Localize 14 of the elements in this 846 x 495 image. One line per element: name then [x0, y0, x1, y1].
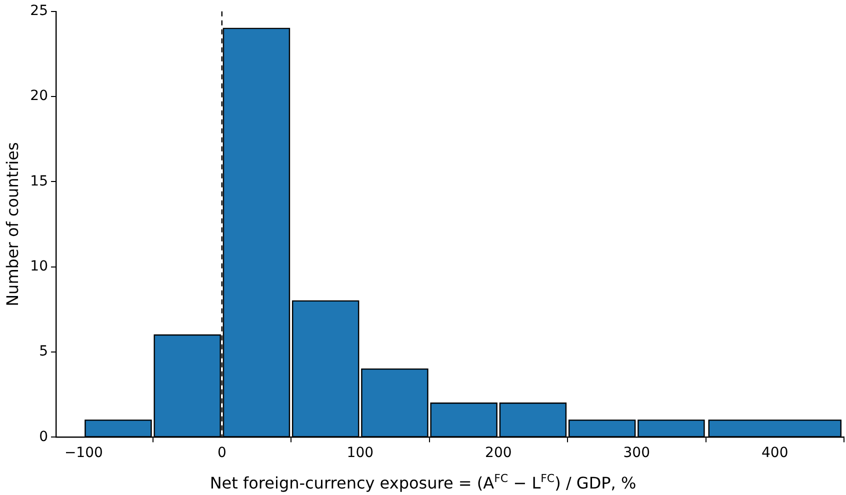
x-tick-label: 400: [762, 445, 788, 462]
y-tick-label: 20: [30, 88, 48, 104]
x-axis-title: Net foreign-currency exposure = (A$^{FC}$ − L$^{FC}$) / GDP, %: [208, 472, 638, 492]
x-tick-label: 300: [623, 445, 650, 462]
x-tick-label: −100: [64, 445, 103, 462]
y-tick-label: 10: [30, 258, 48, 275]
x-tick-label: 200: [485, 445, 512, 462]
y-axis-title: Number of countries: [2, 142, 22, 306]
x-tick-label: 0: [217, 445, 226, 462]
y-tick-label: 5: [39, 344, 48, 360]
y-tick-label: 0: [39, 428, 48, 445]
x-tick-label: 100: [346, 445, 374, 462]
y-tick-label: 15: [30, 173, 48, 190]
y-tick-label: 25: [30, 3, 48, 20]
